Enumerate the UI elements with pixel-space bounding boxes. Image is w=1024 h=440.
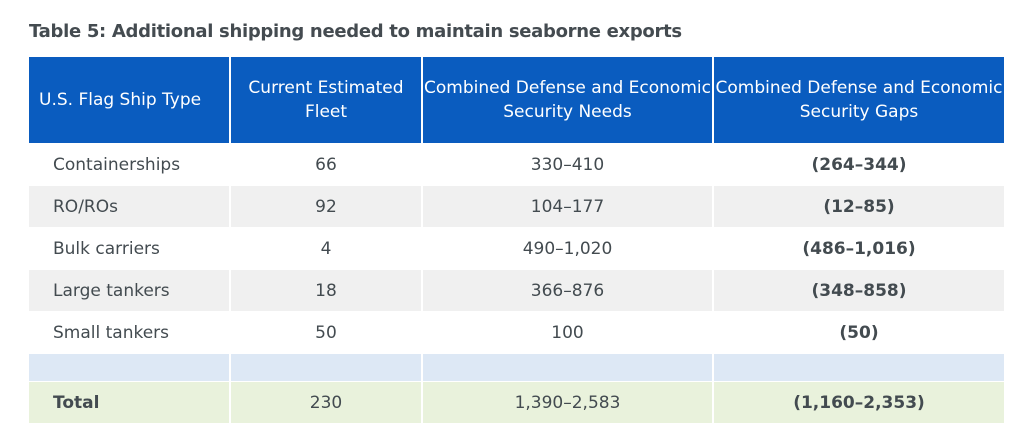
cell-fleet: 50 — [315, 322, 337, 343]
table-row: RO/ROs 92 104–177 (12–85) — [29, 186, 1004, 227]
table-row: Bulk carriers 4 490–1,020 (486–1,016) — [29, 228, 1004, 269]
total-label: Total — [29, 382, 229, 423]
cell-needs: 330–410 — [530, 154, 605, 175]
header-row: U.S. Flag Ship Type Current Estimated Fl… — [29, 57, 1004, 143]
cell-type: Small tankers — [53, 322, 170, 343]
cell-type: Large tankers — [29, 270, 229, 311]
cell-type: Containerships — [53, 154, 181, 175]
total-gaps: (1,160–2,353) — [714, 382, 1004, 423]
cell-gaps: (50) — [839, 322, 879, 343]
cell-gaps: (12–85) — [714, 186, 1004, 227]
cell-needs: 104–177 — [423, 186, 712, 227]
cell-type: Bulk carriers — [53, 238, 160, 259]
header-needs: Combined Defense and Economic Security N… — [423, 57, 712, 143]
cell-needs: 366–876 — [423, 270, 712, 311]
table-row: Small tankers 50 100 (50) — [29, 312, 1004, 353]
spacer-cell — [423, 354, 712, 381]
header-ship-type: U.S. Flag Ship Type — [29, 57, 229, 143]
cell-needs: 100 — [551, 322, 584, 343]
cell-needs: 490–1,020 — [522, 238, 613, 259]
header-gaps: Combined Defense and Economic Security G… — [714, 57, 1004, 143]
total-row: Total 230 1,390–2,583 (1,160–2,353) — [29, 382, 1004, 423]
cell-gaps: (486–1,016) — [802, 238, 916, 259]
table-row: Containerships 66 330–410 (264–344) — [29, 144, 1004, 185]
table-row: Large tankers 18 366–876 (348–858) — [29, 270, 1004, 311]
spacer-cell — [29, 354, 229, 381]
cell-type: RO/ROs — [29, 186, 229, 227]
cell-fleet: 66 — [315, 154, 337, 175]
total-needs: 1,390–2,583 — [423, 382, 712, 423]
total-fleet: 230 — [231, 382, 421, 423]
shipping-table: U.S. Flag Ship Type Current Estimated Fl… — [27, 56, 1006, 424]
spacer-row — [29, 354, 1004, 381]
cell-fleet: 4 — [320, 238, 332, 259]
header-current-fleet: Current Estimated Fleet — [231, 57, 421, 143]
spacer-cell — [714, 354, 1004, 381]
cell-gaps: (264–344) — [811, 154, 907, 175]
spacer-cell — [231, 354, 421, 381]
table-title: Table 5: Additional shipping needed to m… — [29, 21, 682, 42]
cell-fleet: 18 — [231, 270, 421, 311]
cell-gaps: (348–858) — [714, 270, 1004, 311]
cell-fleet: 92 — [231, 186, 421, 227]
